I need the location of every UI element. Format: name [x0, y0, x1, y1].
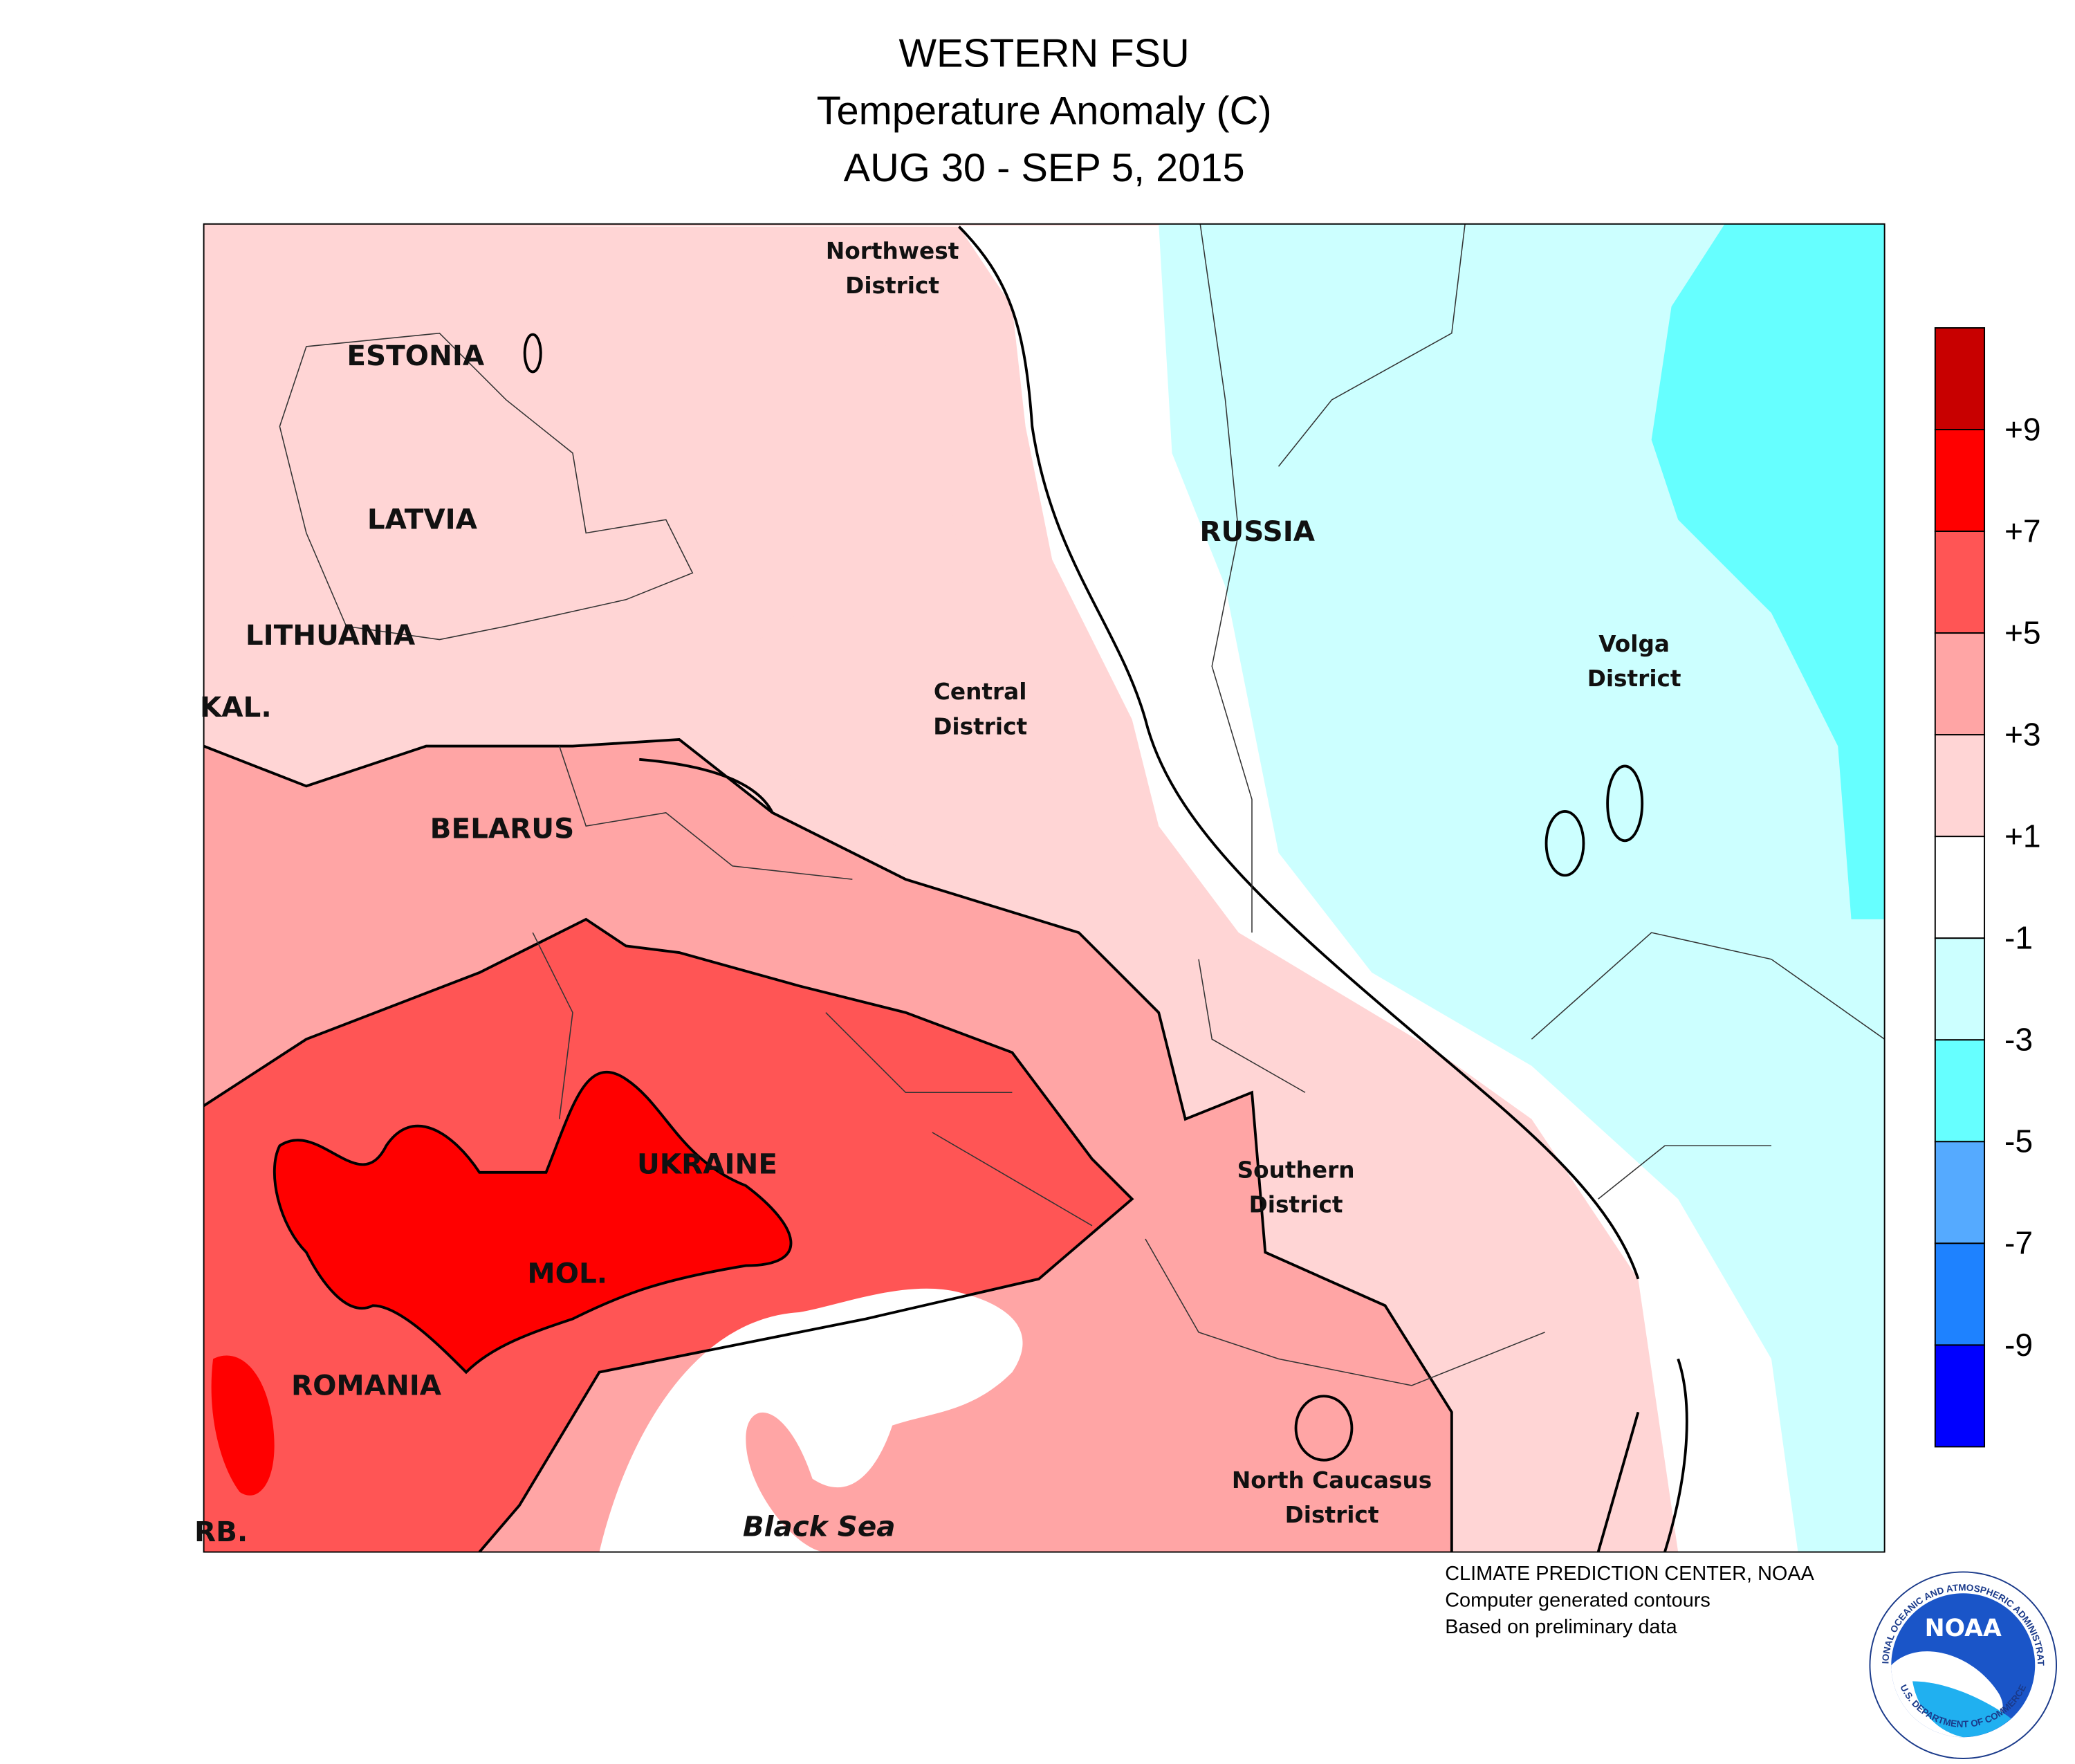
- legend-label: +7: [2004, 513, 2041, 549]
- logo-text: NOAA: [1925, 1615, 2002, 1642]
- contour: [203, 737, 1453, 1552]
- legend-swatch: [1934, 1242, 1986, 1346]
- crimea-outline: [825, 1312, 972, 1413]
- title-line: Temperature Anomaly (C): [817, 89, 1272, 133]
- legend-label: -7: [2004, 1225, 2033, 1261]
- region-label: District: [1249, 1192, 1343, 1218]
- map: [203, 223, 1885, 1552]
- credits: CLIMATE PREDICTION CENTER, NOAA Computer …: [1445, 1563, 1814, 1638]
- credit-line: CLIMATE PREDICTION CENTER, NOAA: [1445, 1563, 1814, 1585]
- region-label: Central: [934, 679, 1027, 705]
- labels: ESTONIA LATVIA LITHUANIA KAL. BELARUS UKRAINE…: [194, 238, 1681, 1548]
- legend-label: -3: [2004, 1022, 2033, 1058]
- credit-line: Computer generated contours: [1445, 1589, 1710, 1611]
- legend-swatch: [1934, 632, 1986, 736]
- credit-line: Based on preliminary data: [1445, 1616, 1677, 1638]
- region-label: UKRAINE: [637, 1148, 777, 1181]
- region-label: LITHUANIA: [246, 618, 416, 652]
- region-label: Southern: [1237, 1157, 1355, 1183]
- anomaly-1-3: [719, 331, 1239, 933]
- region-label: RUSSIA: [1199, 515, 1315, 548]
- anomaly-7-9: [274, 1072, 791, 1372]
- region-label: MOL.: [527, 1257, 607, 1290]
- legend-label: -1: [2004, 920, 2033, 956]
- anomaly-1-3: [572, 253, 780, 453]
- legend-swatch: [1934, 1141, 1986, 1244]
- legend-swatch: [1934, 1344, 1986, 1448]
- region-label: ESTONIA: [347, 339, 485, 372]
- anomaly-minus-3-5: [1651, 223, 1885, 919]
- region-label: District: [845, 273, 939, 299]
- region-label: BELARUS: [430, 811, 575, 845]
- contour: [523, 333, 542, 374]
- legend: +9 +7 +5 +3 +1 -1 -3 -5 -7 -9: [1934, 327, 2041, 1448]
- region-label: LATVIA: [367, 503, 478, 536]
- region-label: Black Sea: [743, 1509, 896, 1543]
- header: WESTERN FSU Temperature Anomaly (C) AUG 30…: [817, 32, 1272, 191]
- legend-swatch: [1934, 937, 1986, 1041]
- region-label: RB.: [194, 1515, 248, 1548]
- legend-label: +5: [2004, 615, 2041, 651]
- anomaly-minus-1-3: [1159, 223, 1885, 1552]
- map-frame: [203, 223, 1885, 1553]
- legend-swatch: [1934, 327, 1986, 430]
- logo-wave: [1912, 1681, 2011, 1738]
- title-line: WESTERN FSU: [898, 32, 1189, 76]
- legend-swatch: [1934, 429, 1986, 533]
- contour: [958, 226, 1640, 1280]
- legend-label: +9: [2004, 411, 2041, 447]
- contour: [273, 1070, 793, 1375]
- legend-swatch: [1934, 1039, 1986, 1143]
- title-line: AUG 30 - SEP 5, 2015: [844, 146, 1245, 190]
- legend-swatch: [1934, 734, 1986, 838]
- legend-label: +1: [2004, 818, 2041, 854]
- region-label: Volga: [1598, 631, 1670, 657]
- legend-label: -5: [2004, 1123, 2033, 1159]
- legend-label: +3: [2004, 717, 2041, 753]
- region-label: District: [1587, 665, 1681, 692]
- anomaly-7-9: [211, 1355, 275, 1496]
- region-label: KAL.: [200, 690, 272, 724]
- region-label: District: [933, 713, 1027, 739]
- region-label: ROMANIA: [291, 1368, 442, 1402]
- legend-label: -9: [2004, 1327, 2033, 1363]
- contour: [1294, 1395, 1354, 1462]
- region-label: District: [1285, 1502, 1379, 1528]
- contour: [203, 917, 1134, 1552]
- contour: [1596, 1358, 1688, 1552]
- region-label: North Caucasus: [1232, 1467, 1432, 1494]
- contour: [1544, 810, 1585, 877]
- region-label: Northwest: [826, 238, 959, 264]
- borders: [279, 223, 1885, 1386]
- legend-swatch: [1934, 836, 1986, 939]
- contour: [1606, 764, 1644, 843]
- legend-swatch: [1934, 531, 1986, 634]
